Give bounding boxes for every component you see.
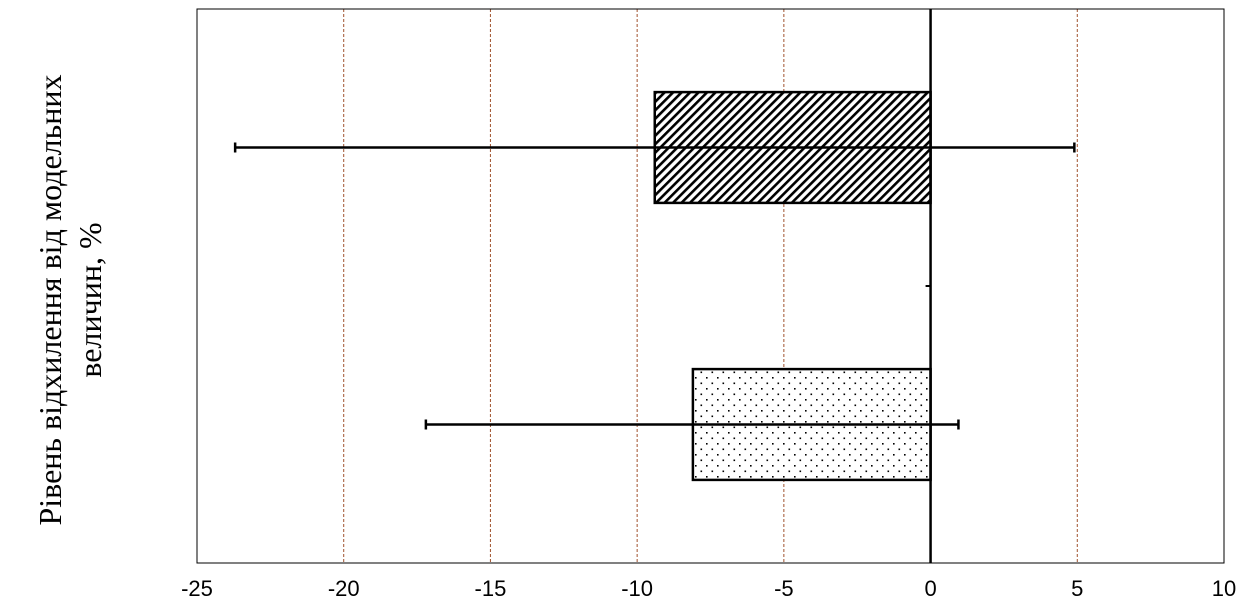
y-axis-label-line-2: величин, % bbox=[72, 222, 108, 378]
x-tick-labels: -25 -20 -15 -10 -5 0 5 10 bbox=[181, 576, 1236, 601]
x-tick-label: -5 bbox=[774, 576, 794, 601]
x-tick-label: -20 bbox=[328, 576, 360, 601]
x-tick-label: 0 bbox=[924, 576, 936, 601]
axes bbox=[196, 8, 1225, 564]
x-tick-label: 10 bbox=[1212, 576, 1236, 601]
x-tick-label: -15 bbox=[475, 576, 507, 601]
y-axis-label: Рівень відхилення від модельних величин,… bbox=[30, 30, 110, 570]
x-tick-label: -25 bbox=[181, 576, 213, 601]
plot-frame bbox=[196, 8, 1225, 564]
x-tick-label: -10 bbox=[621, 576, 653, 601]
bars bbox=[233, 90, 1076, 482]
x-tick-label: 5 bbox=[1071, 576, 1083, 601]
y-axis-label-line-1: Рівень відхилення від модельних bbox=[32, 74, 68, 526]
